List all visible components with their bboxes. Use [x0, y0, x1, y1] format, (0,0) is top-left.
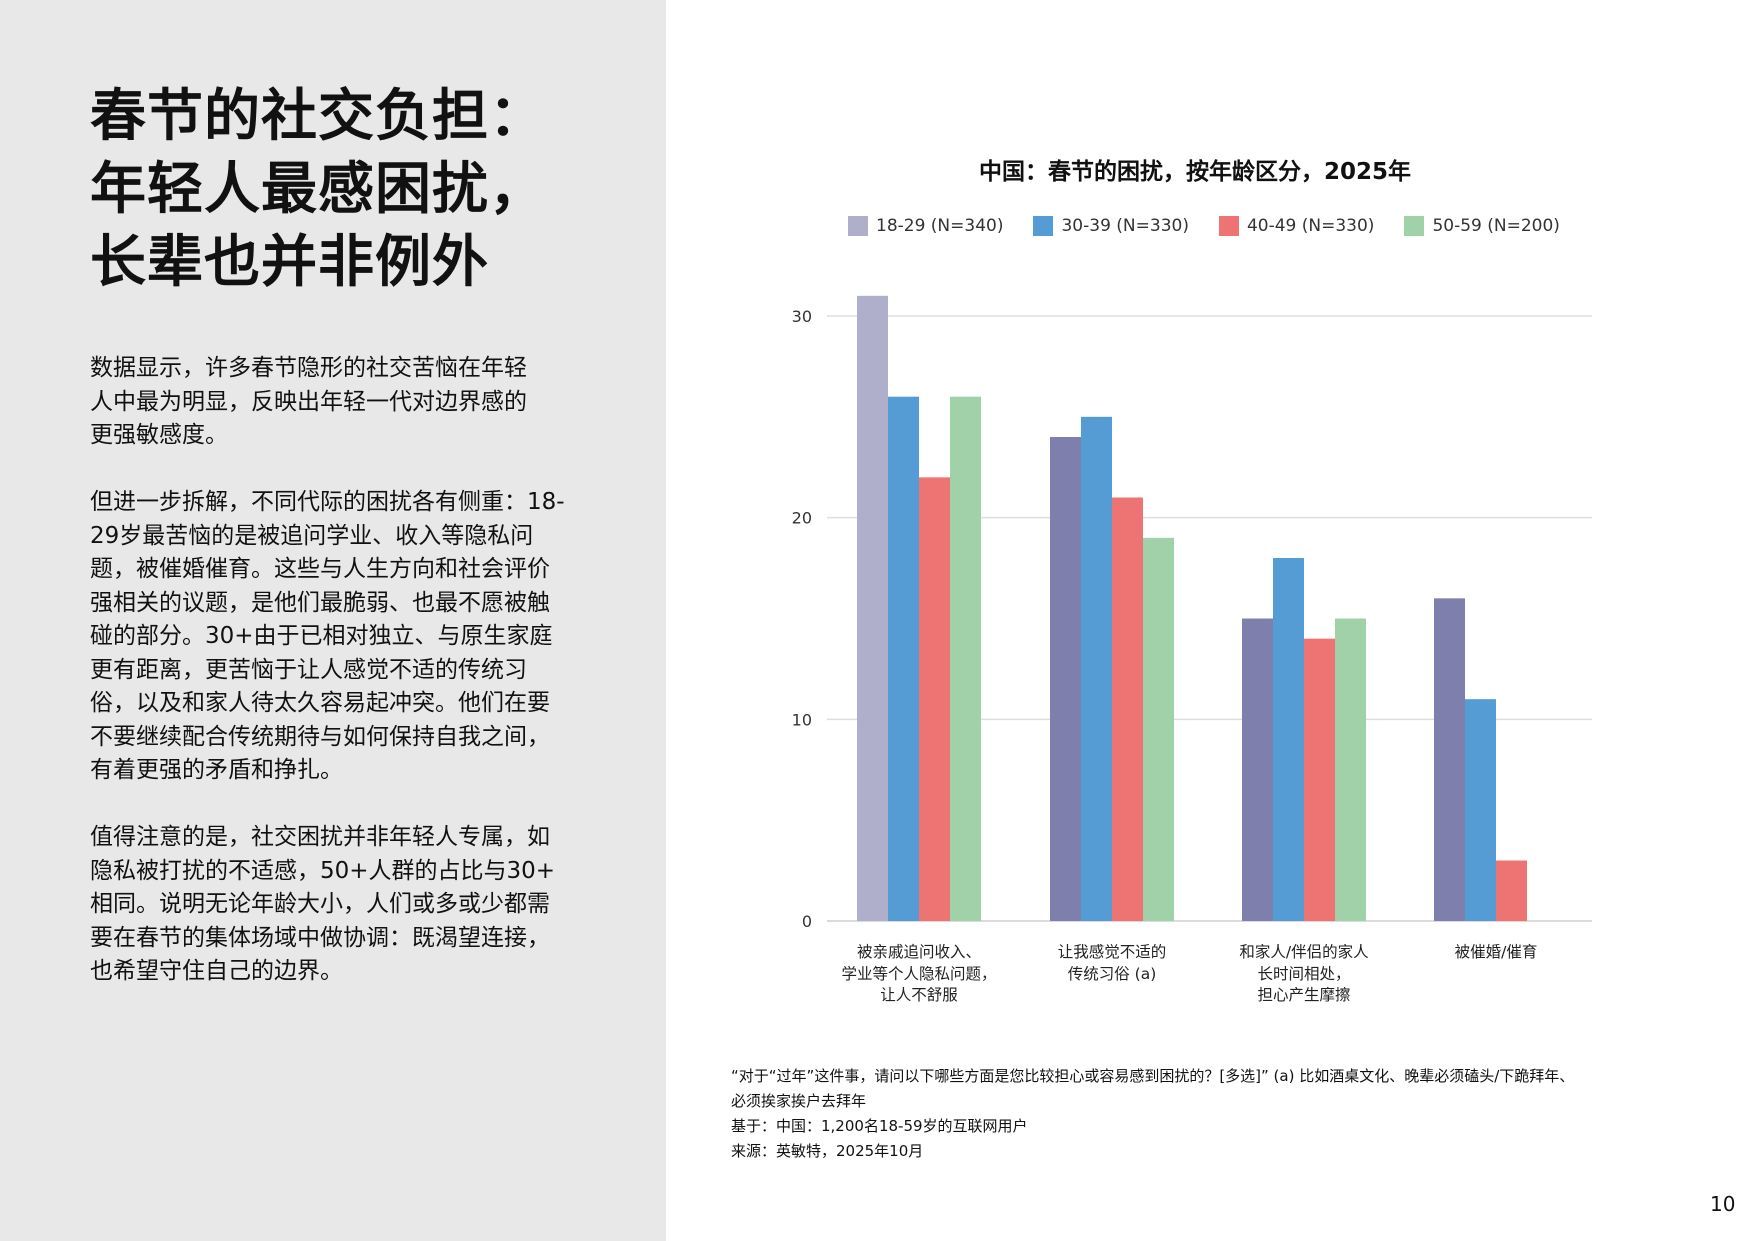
bar — [1050, 437, 1081, 921]
category-line: 长时间相处， — [1257, 964, 1351, 983]
bar — [1242, 618, 1273, 921]
bar — [1465, 699, 1496, 921]
legend-swatch — [848, 216, 868, 236]
bar — [919, 477, 950, 921]
body-paragraph: 数据显示，许多春节隐形的社交苦恼在年轻 人中最为明显，反映出年轻一代对边界感的 更强… — [90, 352, 565, 453]
body-line: 碰的部分。30+由于已相对独立、与原生家庭 — [90, 623, 553, 649]
legend-item: 18-29 (N=340) — [848, 216, 1003, 236]
body-text: 数据显示，许多春节隐形的社交苦恼在年轻 人中最为明显，反映出年轻一代对边界感的 更强… — [90, 352, 565, 1022]
bar — [1143, 537, 1174, 921]
category-line: 学业等个人隐私问题， — [841, 964, 997, 983]
footnote-question-cont: 必须挨家挨户去拜年 — [731, 1092, 867, 1110]
body-line: 更强敏感度。 — [90, 422, 228, 448]
x-category-label: 和家人/伴侣的家人 长时间相处， 担心产生摩擦 — [1209, 942, 1399, 1007]
chart-legend: 18-29 (N=340) 30-39 (N=330) 40-49 (N=330) 5… — [848, 216, 1560, 236]
footnote-base: 基于：中国：1,200名18-59岁的互联网用户 — [731, 1117, 1028, 1135]
legend-swatch — [1033, 216, 1054, 236]
title-line: 长辈也并非例外 — [90, 230, 489, 295]
left-panel: 春节的社交负担： 年轻人最感困扰， 长辈也并非例外 数据显示，许多春节隐形的社交… — [0, 0, 666, 1241]
footnotes: “对于“过年”这件事，请问以下哪些方面是您比较担心或容易感到困扰的？[多选]” … — [731, 1064, 1574, 1164]
body-line: 不要继续配合传统期待与如何保持自我之间， — [90, 723, 550, 750]
page-number: 10 — [1710, 1192, 1736, 1216]
legend-label: 30-39 (N=330) — [1061, 216, 1189, 236]
body-line: 俗，以及和家人待太久容易起冲突。他们在要 — [90, 690, 550, 716]
y-tick-label: 20 — [792, 509, 812, 528]
category-line: 被亲戚追问收入、 — [856, 943, 981, 961]
category-line: 传统习俗 (a) — [1067, 964, 1157, 983]
legend-swatch — [1218, 216, 1239, 236]
bar — [1081, 416, 1112, 921]
category-line: 被催婚/催育 — [1454, 943, 1538, 961]
bar — [857, 295, 888, 921]
bar — [888, 396, 919, 922]
body-line: 29岁最苦恼的是被追问学业、收入等隐私问 — [90, 522, 534, 549]
body-line: 要在春节的集体场域中做协调：既渴望连接， — [90, 924, 550, 951]
body-line: 更有距离，更苦恼于让人感觉不适的传统习 — [90, 656, 527, 683]
body-line: 题，被催婚催育。这些与人生方向和社会评价 — [90, 556, 550, 582]
body-line: 但进一步拆解，不同代际的困扰各有侧重：18- — [90, 489, 565, 515]
footnote-question: “对于“过年”这件事，请问以下哪些方面是您比较担心或容易感到困扰的？[多选]” … — [731, 1067, 1575, 1085]
legend-item: 30-39 (N=330) — [1033, 216, 1189, 236]
y-tick-label: 0 — [802, 912, 812, 931]
body-line: 强相关的议题，是他们最脆弱、也最不愿被触 — [90, 589, 550, 616]
category-line: 和家人/伴侣的家人 — [1239, 943, 1369, 961]
category-line: 让我感觉不适的 — [1057, 943, 1167, 961]
x-category-label: 让我感觉不适的 传统习俗 (a) — [1017, 942, 1207, 985]
y-tick-label: 10 — [792, 710, 812, 729]
body-line: 数据显示，许多春节隐形的社交苦恼在年轻 — [90, 355, 527, 381]
bar — [1496, 860, 1527, 921]
bar — [1434, 598, 1465, 921]
bar — [1112, 497, 1143, 921]
bar — [950, 396, 981, 922]
chart-title: 中国：春节的困扰，按年龄区分，2025年 — [978, 159, 1411, 185]
body-line: 隐私被打扰的不适感，50+人群的占比与30+ — [90, 857, 556, 884]
footnote-source: 来源：英敏特，2025年10月 — [731, 1142, 924, 1160]
body-line: 相同。说明无论年龄大小，人们或多或少都需 — [90, 891, 550, 917]
x-category-label: 被催婚/催育 — [1401, 942, 1591, 964]
body-paragraph: 但进一步拆解，不同代际的困扰各有侧重：18- 29岁最苦恼的是被追问学业、收入等隐… — [90, 486, 565, 788]
bar — [1304, 638, 1335, 921]
y-tick-label: 30 — [792, 307, 812, 326]
category-line: 让人不舒服 — [880, 986, 958, 1004]
body-paragraph: 值得注意的是，社交困扰并非年轻人专属，如 隐私被打扰的不适感，50+人群的占比与3… — [90, 821, 565, 989]
body-line: 也希望守住自己的边界。 — [90, 958, 343, 984]
body-line: 值得注意的是，社交困扰并非年轻人专属，如 — [90, 824, 550, 850]
category-line: 担心产生摩擦 — [1257, 986, 1351, 1004]
title-line: 年轻人最感困扰， — [90, 157, 546, 222]
body-line: 人中最为明显，反映出年轻一代对边界感的 — [90, 388, 527, 415]
x-category-label: 被亲戚追问收入、 学业等个人隐私问题， 让人不舒服 — [824, 942, 1014, 1007]
legend-label: 18-29 (N=340) — [876, 216, 1004, 236]
legend-label: 40-49 (N=330) — [1246, 216, 1375, 236]
bar — [1335, 618, 1366, 921]
legend-swatch — [1404, 216, 1425, 236]
page-title: 春节的社交负担： 年轻人最感困扰， 长辈也并非例外 — [90, 80, 546, 299]
title-line: 春节的社交负担： — [90, 84, 546, 149]
legend-label: 50-59 (N=200) — [1432, 216, 1560, 236]
bar — [1273, 558, 1304, 921]
legend-item: 50-59 (N=200) — [1404, 216, 1560, 236]
legend-item: 40-49 (N=330) — [1218, 216, 1375, 236]
body-line: 有着更强的矛盾和挣扎。 — [90, 757, 343, 783]
